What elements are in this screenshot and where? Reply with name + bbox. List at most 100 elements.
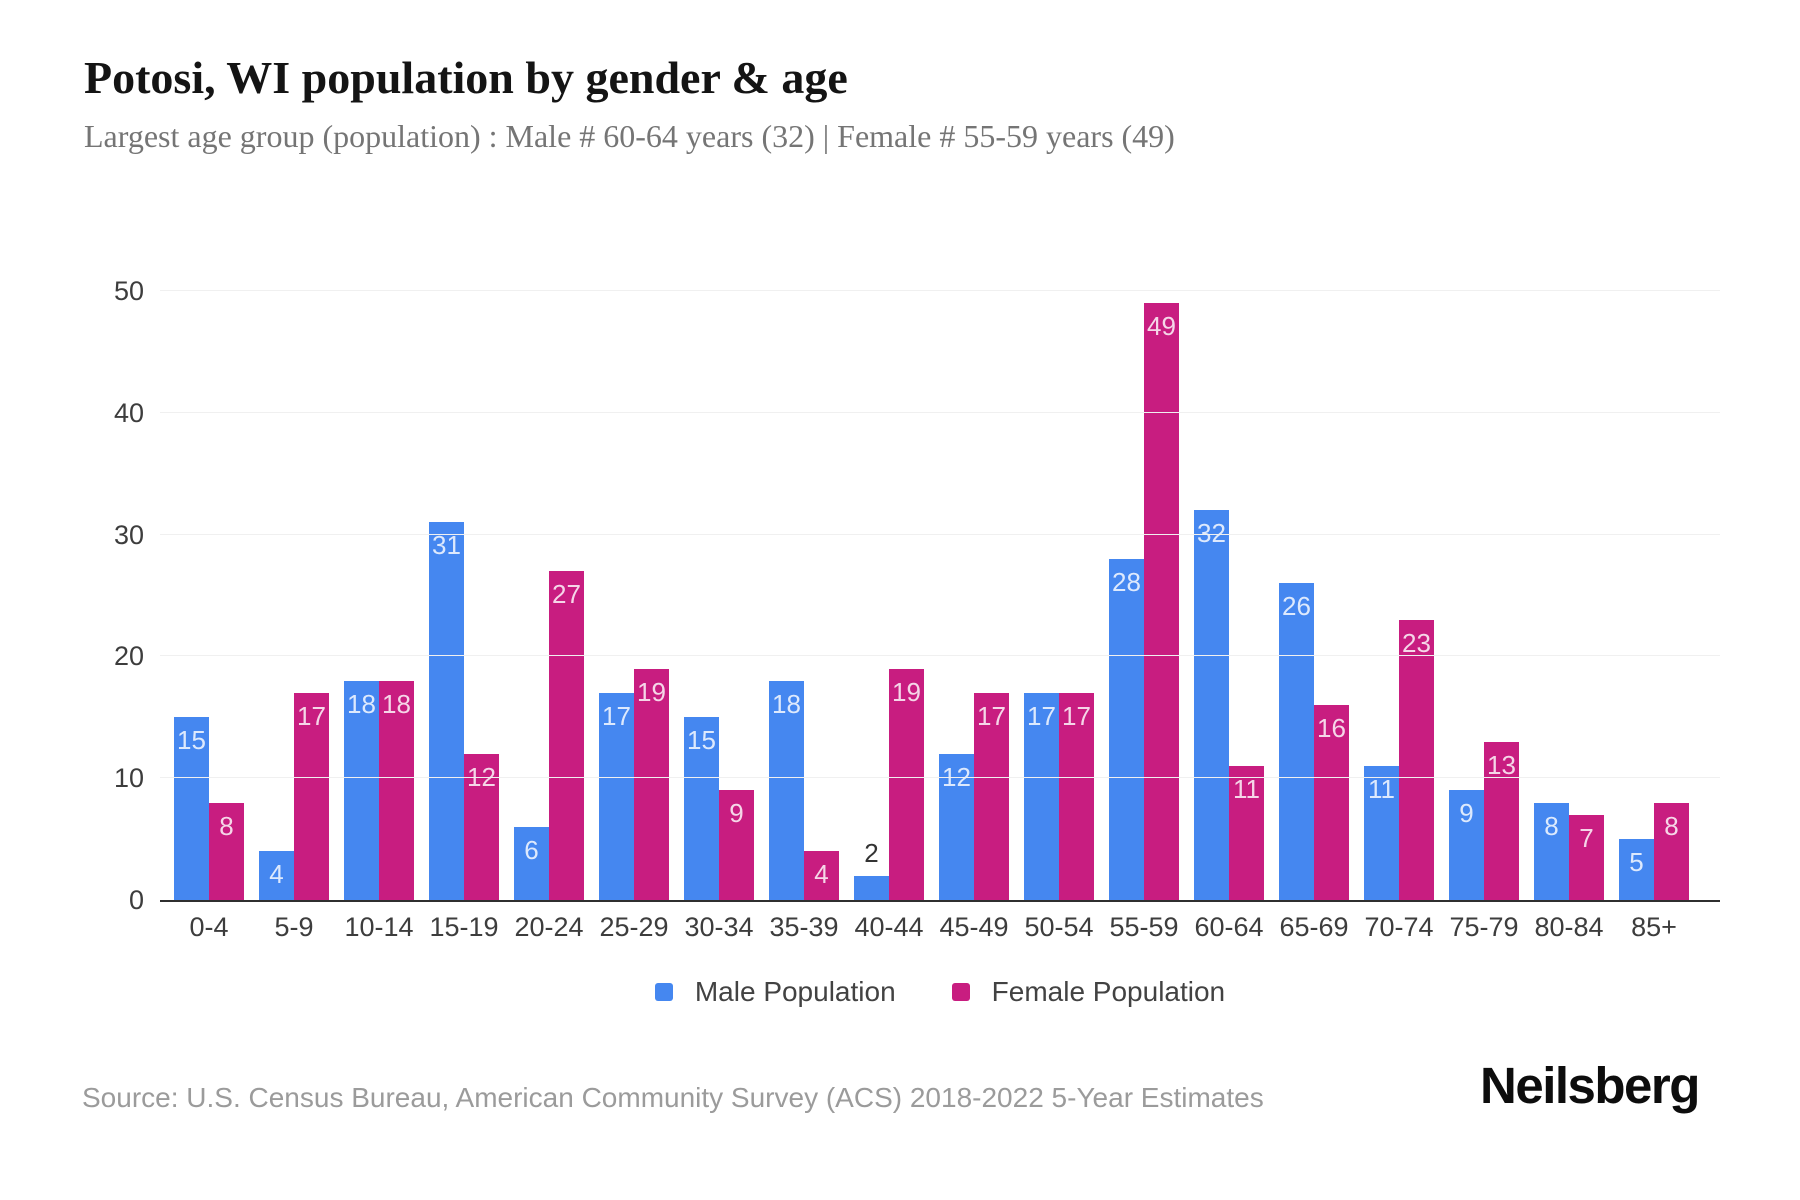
bar-value-label-female-65-69: 16: [1317, 713, 1346, 744]
bar-value-label-female-45-49: 17: [977, 700, 1006, 731]
bar-value-label-female-0-4: 8: [219, 810, 234, 841]
bar-female-35-39: 4: [804, 851, 839, 900]
bar-male-50-54: 17: [1024, 692, 1059, 900]
bar-female-55-59: 49: [1144, 303, 1179, 900]
bar-female-10-14: 18: [379, 680, 414, 900]
bar-male-65-69: 26: [1279, 583, 1314, 900]
bar-group-75-79: 9 13 75-79: [1449, 291, 1519, 942]
bar-value-label-female-60-64: 11: [1233, 774, 1260, 805]
bar-value-label-male-60-64: 32: [1197, 518, 1226, 549]
bar-male-10-14: 18: [344, 680, 379, 900]
gridline-y-10: [160, 777, 1720, 779]
bar-value-label-female-50-54: 17: [1062, 700, 1091, 731]
bar-value-label-male-25-29: 17: [602, 700, 631, 731]
legend-label-male: Male Population: [694, 976, 896, 1007]
bar-male-60-64: 32: [1194, 510, 1229, 900]
x-tick-label-50-54: 50-54: [1024, 912, 1094, 942]
legend-item-male: Male Population: [654, 976, 896, 1008]
bar-group-0-4: 15 8 0-4: [174, 291, 244, 942]
bar-female-50-54: 17: [1059, 692, 1094, 900]
x-tick-label-15-19: 15-19: [429, 912, 499, 942]
y-tick-label-0: 0: [128, 885, 144, 915]
gridline-y-50: [160, 290, 1720, 291]
bar-value-label-male-65-69: 26: [1282, 591, 1311, 622]
x-tick-label-30-34: 30-34: [684, 912, 754, 942]
bar-group-15-19: 31 12 15-19: [429, 291, 499, 942]
bar-group-70-74: 11 23 70-74: [1364, 291, 1434, 942]
bar-female-5-9: 17: [294, 692, 329, 900]
y-tick-label-30: 30: [113, 519, 144, 550]
page-title: Potosi, WI population by gender & age: [84, 52, 848, 103]
bar-female-80-84: 7: [1569, 814, 1604, 900]
x-tick-label-75-79: 75-79: [1449, 912, 1519, 942]
bar-female-60-64: 11: [1229, 766, 1264, 900]
bar-female-65-69: 16: [1314, 705, 1349, 900]
x-tick-label-55-59: 55-59: [1109, 912, 1179, 942]
bar-female-25-29: 19: [634, 668, 669, 900]
bar-group-25-29: 17 19 25-29: [599, 291, 669, 942]
legend-item-female: Female Population: [951, 976, 1225, 1008]
bar-value-label-female-75-79: 13: [1487, 749, 1516, 780]
bar-value-label-male-15-19: 31: [432, 530, 461, 561]
bar-male-85+: 5: [1619, 839, 1654, 900]
bar-group-35-39: 18 4 35-39: [769, 291, 839, 942]
bar-male-40-44: 2: [854, 838, 889, 900]
bar-female-40-44: 19: [889, 668, 924, 900]
x-tick-label-20-24: 20-24: [514, 912, 584, 942]
bar-value-label-female-25-29: 19: [637, 676, 666, 707]
bar-value-label-female-85+: 8: [1664, 810, 1679, 841]
bar-female-15-19: 12: [464, 753, 499, 900]
bar-male-35-39: 18: [769, 680, 804, 900]
bar-group-20-24: 6 27 20-24: [514, 291, 584, 942]
bar-group-65-69: 26 16 65-69: [1279, 291, 1349, 942]
y-tick-label-10: 10: [113, 763, 144, 794]
bars-container: 15 8 0-4 4 17 5-9 18 18 10-14 31 12 15-19 6 27 20-24 17…: [160, 291, 1720, 942]
y-tick-label-50: 50: [113, 276, 144, 306]
gridline-y-30: [160, 533, 1720, 535]
gridline-y-40: [160, 411, 1720, 413]
x-tick-label-80-84: 80-84: [1534, 912, 1604, 942]
bar-male-55-59: 28: [1109, 558, 1144, 900]
bar-value-label-male-0-4: 15: [177, 725, 206, 756]
bar-value-label-male-40-44: 2: [864, 837, 879, 868]
bar-female-85+: 8: [1654, 802, 1689, 900]
gridline-y-20: [160, 655, 1720, 657]
y-tick-label-20: 20: [113, 641, 144, 672]
bar-male-75-79: 9: [1449, 790, 1484, 900]
bar-value-label-male-45-49: 12: [942, 761, 971, 792]
bar-value-label-male-20-24: 6: [524, 834, 539, 865]
bar-value-label-female-30-34: 9: [729, 798, 744, 829]
x-tick-label-60-64: 60-64: [1194, 912, 1264, 942]
bar-female-70-74: 23: [1399, 619, 1434, 900]
bar-male-80-84: 8: [1534, 802, 1569, 900]
bar-value-label-male-85+: 5: [1629, 847, 1644, 878]
x-tick-label-25-29: 25-29: [599, 912, 669, 942]
bar-group-80-84: 8 7 80-84: [1534, 291, 1604, 942]
x-tick-label-0-4: 0-4: [189, 912, 229, 942]
bar-value-label-female-5-9: 17: [297, 700, 326, 731]
bar-group-85+: 5 8 85+: [1619, 291, 1689, 942]
bar-group-5-9: 4 17 5-9: [259, 291, 329, 942]
bar-group-40-44: 2 19 40-44: [854, 291, 924, 942]
bar-value-label-male-80-84: 8: [1544, 810, 1559, 841]
bar-value-label-male-70-74: 11: [1368, 774, 1395, 805]
bar-value-label-male-35-39: 18: [772, 688, 801, 719]
bar-group-30-34: 15 9 30-34: [684, 291, 754, 942]
bar-value-label-female-80-84: 7: [1579, 822, 1594, 853]
bar-group-45-49: 12 17 45-49: [939, 291, 1009, 942]
bar-value-label-female-35-39: 4: [814, 859, 829, 890]
bar-female-75-79: 13: [1484, 741, 1519, 900]
bar-group-60-64: 32 11 60-64: [1194, 291, 1264, 942]
bar-male-25-29: 17: [599, 692, 634, 900]
bar-male-0-4: 15: [174, 717, 209, 900]
x-tick-label-65-69: 65-69: [1279, 912, 1349, 942]
source-text: Source: U.S. Census Bureau, American Com…: [82, 1082, 1264, 1113]
x-tick-label-45-49: 45-49: [939, 912, 1009, 942]
bar-value-label-male-30-34: 15: [687, 725, 716, 756]
bar-male-45-49: 12: [939, 753, 974, 900]
bar-group-50-54: 17 17 50-54: [1024, 291, 1094, 942]
page-subtitle: Largest age group (population) : Male # …: [84, 118, 1175, 154]
bar-male-30-34: 15: [684, 717, 719, 900]
chart-plot-area: 15 8 0-4 4 17 5-9 18 18 10-14 31 12 15-19 6 27 20-24 17…: [114, 276, 1720, 942]
bar-value-label-male-10-14: 18: [347, 688, 376, 719]
